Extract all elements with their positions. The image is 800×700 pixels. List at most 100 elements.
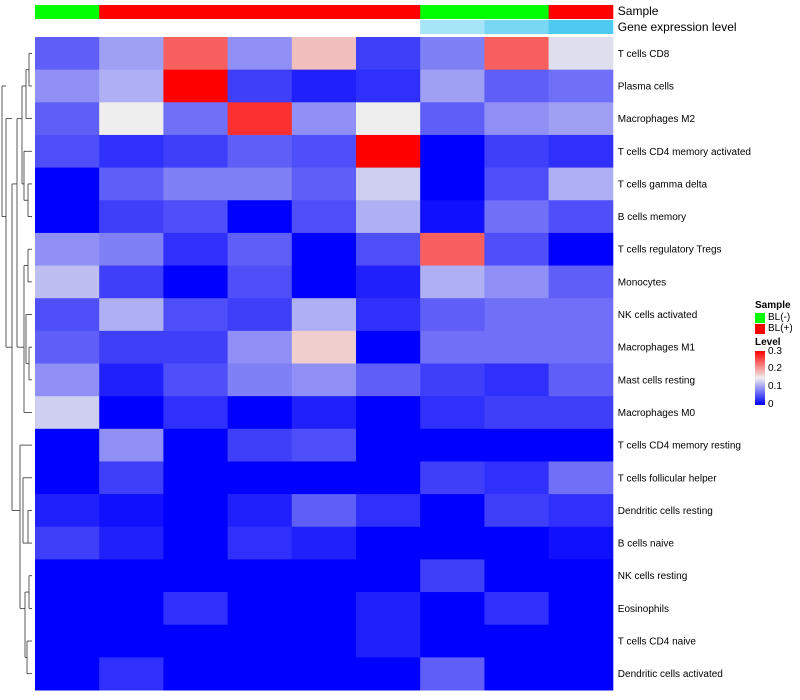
heatmap-cell bbox=[227, 657, 293, 691]
sample-annotation-label: Sample bbox=[618, 4, 659, 18]
heatmap-cell bbox=[163, 265, 229, 299]
legend-swatch-bl-pos bbox=[755, 323, 765, 334]
heatmap-cell bbox=[291, 624, 357, 658]
heatmap-cell bbox=[35, 330, 100, 364]
row-label: Dendritic cells resting bbox=[618, 506, 713, 517]
heatmap-cell bbox=[163, 134, 229, 169]
heatmap-cell bbox=[227, 102, 293, 136]
expression-annotation-cell bbox=[99, 20, 164, 34]
heatmap-cell bbox=[548, 102, 614, 136]
sample-annotation-cell bbox=[99, 5, 164, 19]
heatmap-cell bbox=[99, 592, 164, 626]
heatmap-cell bbox=[484, 37, 550, 71]
heatmap-cell bbox=[356, 428, 421, 462]
heatmap-cell bbox=[35, 559, 100, 593]
heatmap-cell bbox=[291, 494, 357, 528]
heatmap-cell bbox=[35, 102, 100, 136]
heatmap-cell bbox=[35, 592, 100, 626]
row-label: T cells follicular helper bbox=[618, 473, 717, 484]
level-tick-1: 0.2 bbox=[768, 363, 782, 374]
heatmap-cell bbox=[420, 657, 485, 691]
heatmap-cell bbox=[291, 69, 357, 103]
annotation-bars: Sample Gene expression level bbox=[35, 4, 737, 34]
heatmap-cell bbox=[163, 102, 229, 136]
heatmap-cell bbox=[356, 69, 421, 103]
heatmap-cell bbox=[291, 592, 357, 626]
heatmap-cell bbox=[484, 461, 550, 495]
heatmap-cell bbox=[99, 428, 164, 462]
heatmap-cell bbox=[35, 624, 100, 658]
heatmap-cell bbox=[99, 200, 164, 234]
heatmap-cell bbox=[99, 396, 164, 430]
heatmap-cell bbox=[291, 298, 357, 332]
heatmap-cell bbox=[99, 526, 164, 560]
sample-annotation-cell bbox=[484, 5, 550, 19]
row-label: Macrophages M2 bbox=[618, 114, 696, 125]
legend-label-bl-pos: BL(+) bbox=[768, 323, 793, 334]
heatmap-cell bbox=[420, 526, 485, 560]
heatmap-cell bbox=[291, 167, 357, 201]
row-label: Mast cells resting bbox=[618, 375, 695, 386]
heatmap-cell bbox=[484, 428, 550, 462]
heatmap-cell bbox=[99, 265, 164, 299]
heatmap-cell bbox=[99, 167, 164, 201]
row-label: Macrophages M0 bbox=[618, 408, 696, 419]
heatmap-cell bbox=[484, 167, 550, 201]
heatmap-cell bbox=[227, 37, 293, 71]
heatmap-cell bbox=[227, 69, 293, 103]
heatmap-cell bbox=[484, 330, 550, 364]
row-dendrogram bbox=[1, 52, 32, 675]
heatmap-cell bbox=[548, 330, 614, 364]
sample-annotation-cell bbox=[227, 5, 293, 19]
expression-annotation-cell bbox=[227, 20, 293, 34]
row-label: T cells gamma delta bbox=[618, 179, 708, 190]
legend-sample-title: Sample bbox=[755, 300, 791, 311]
heatmap-cell bbox=[291, 265, 357, 299]
heatmap-cell bbox=[548, 559, 614, 593]
heatmap-cells bbox=[35, 37, 614, 691]
heatmap-cell bbox=[99, 363, 164, 397]
heatmap-cell bbox=[227, 494, 293, 528]
heatmap-cell bbox=[484, 363, 550, 397]
heatmap-cell bbox=[356, 37, 421, 71]
heatmap-cell bbox=[291, 559, 357, 593]
heatmap-cell bbox=[548, 363, 614, 397]
heatmap-cell bbox=[356, 134, 421, 169]
heatmap-cell bbox=[99, 461, 164, 495]
heatmap-cell bbox=[35, 494, 100, 528]
heatmap-cell bbox=[99, 330, 164, 364]
heatmap-cell bbox=[356, 330, 421, 364]
heatmap-cell bbox=[99, 232, 164, 267]
heatmap-cell bbox=[163, 69, 229, 103]
heatmap-cell bbox=[35, 232, 100, 267]
row-label: Monocytes bbox=[618, 277, 666, 288]
heatmap-cell bbox=[356, 396, 421, 430]
heatmap-cell bbox=[227, 428, 293, 462]
heatmap-cell bbox=[548, 167, 614, 201]
heatmap-cell bbox=[163, 396, 229, 430]
heatmap-cell bbox=[163, 624, 229, 658]
row-label: Macrophages M1 bbox=[618, 343, 696, 354]
expression-annotation-cell bbox=[35, 20, 100, 34]
heatmap-cell bbox=[291, 396, 357, 430]
level-tick-2: 0.1 bbox=[768, 381, 782, 392]
heatmap-cell bbox=[227, 592, 293, 626]
heatmap-cell bbox=[163, 37, 229, 71]
heatmap-cell bbox=[420, 428, 485, 462]
heatmap-cell bbox=[548, 298, 614, 332]
heatmap-cell bbox=[420, 232, 485, 267]
heatmap-cell bbox=[484, 134, 550, 169]
heatmap-cell bbox=[35, 428, 100, 462]
heatmap-cell bbox=[227, 624, 293, 658]
heatmap-cell bbox=[35, 396, 100, 430]
legend-entry-bl-pos: BL(+) bbox=[755, 323, 793, 334]
heatmap-cell bbox=[356, 298, 421, 332]
heatmap-cell bbox=[35, 461, 100, 495]
heatmap-cell bbox=[420, 102, 485, 136]
heatmap-cell bbox=[548, 134, 614, 169]
heatmap-cell bbox=[356, 559, 421, 593]
sample-annotation-cell bbox=[163, 5, 229, 19]
heatmap-cell bbox=[227, 559, 293, 593]
heatmap-cell bbox=[548, 200, 614, 234]
heatmap-cell bbox=[163, 200, 229, 234]
